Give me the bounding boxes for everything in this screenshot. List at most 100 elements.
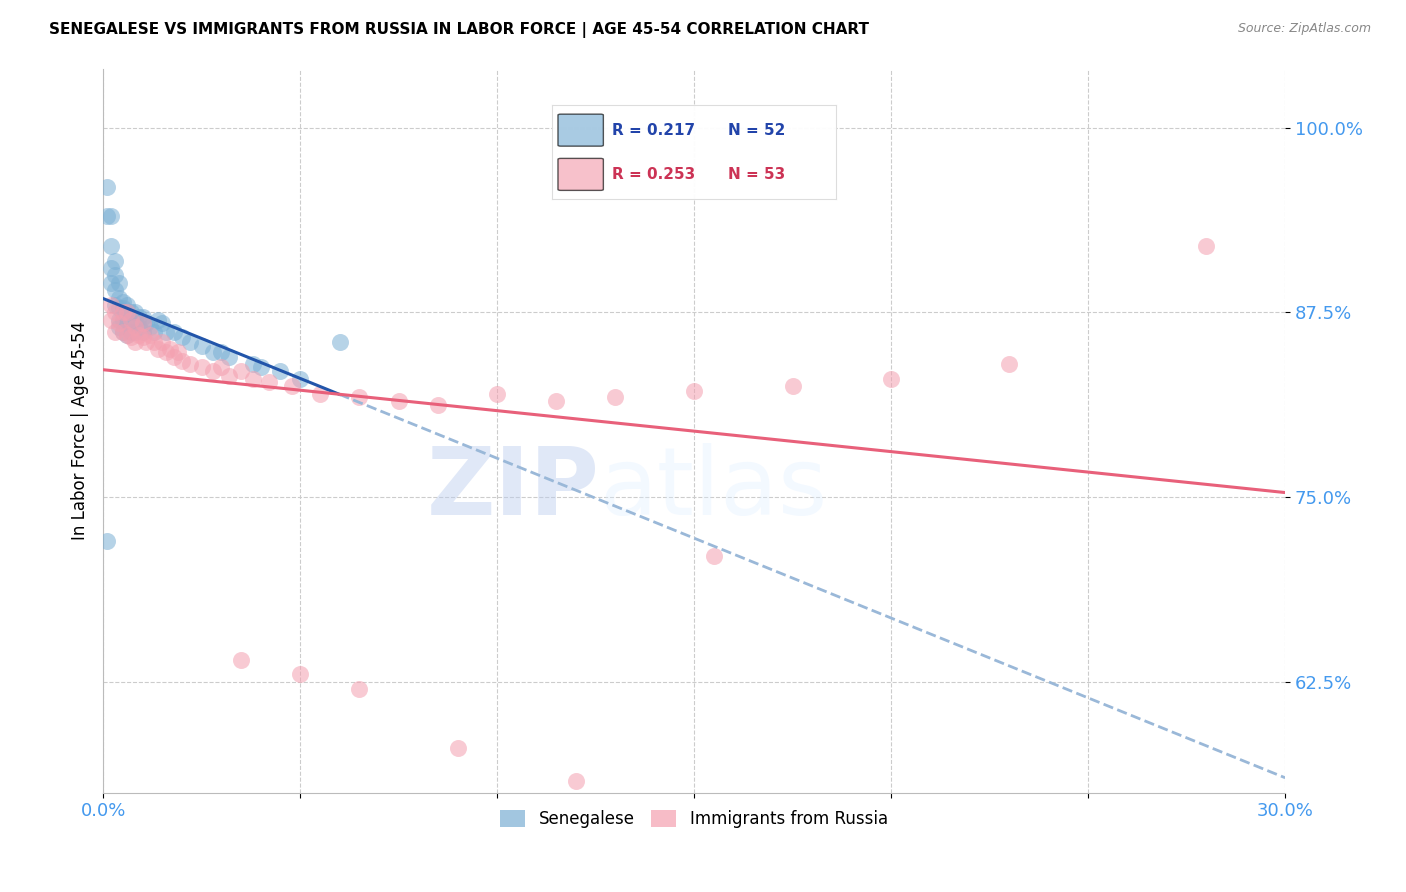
Point (131, 325, 153, 339)
Point (782, 379, 804, 393)
Point (120, 330, 142, 344)
Point (104, 253, 127, 268)
Point (115, 305, 138, 319)
Text: SENEGALESE VS IMMIGRANTS FROM RUSSIA IN LABOR FORCE | AGE 45-54 CORRELATION CHAR: SENEGALESE VS IMMIGRANTS FROM RUSSIA IN … (49, 22, 869, 38)
Point (139, 327, 162, 342)
Point (143, 325, 166, 339)
Point (115, 298, 138, 312)
Point (209, 359, 232, 374)
Point (605, 390, 627, 404)
Point (111, 305, 134, 319)
Point (104, 325, 127, 339)
Point (242, 372, 264, 386)
Point (683, 384, 706, 398)
Point (128, 320, 150, 334)
Point (100, 298, 122, 312)
Point (124, 312, 146, 326)
Point (170, 354, 193, 368)
Point (111, 325, 134, 339)
Y-axis label: In Labor Force | Age 45-54: In Labor Force | Age 45-54 (72, 321, 89, 540)
Point (111, 312, 134, 326)
Point (100, 209, 122, 223)
Point (229, 653, 252, 667)
Point (229, 364, 252, 378)
Point (328, 334, 350, 349)
Point (131, 310, 153, 324)
Point (288, 372, 311, 386)
Point (150, 316, 173, 330)
Point (249, 359, 271, 374)
Point (202, 364, 225, 378)
Point (190, 339, 212, 353)
Text: Source: ZipAtlas.com: Source: ZipAtlas.com (1237, 22, 1371, 36)
Point (111, 325, 134, 339)
Point (288, 667, 311, 681)
Point (124, 334, 146, 349)
Point (100, 312, 122, 326)
Point (179, 357, 201, 371)
Point (120, 305, 142, 319)
Point (218, 350, 240, 364)
Point (427, 399, 450, 413)
Point (100, 260, 122, 275)
Point (308, 386, 330, 401)
Point (96, 179, 118, 194)
Point (128, 310, 150, 324)
Point (104, 283, 127, 297)
Point (167, 345, 190, 359)
Point (242, 357, 264, 371)
Point (108, 316, 131, 330)
Point (135, 334, 157, 349)
Text: ZIP: ZIP (426, 442, 599, 534)
Point (143, 334, 166, 349)
Point (124, 305, 146, 319)
Point (135, 316, 157, 330)
Point (257, 375, 280, 389)
Point (880, 372, 903, 386)
Point (163, 325, 186, 339)
Point (148, 343, 170, 357)
Text: atlas: atlas (599, 442, 828, 534)
Point (111, 295, 134, 310)
Point (218, 368, 240, 383)
Point (1195, 239, 1218, 253)
Point (486, 386, 509, 401)
Point (159, 343, 181, 357)
Point (124, 320, 146, 334)
Point (115, 327, 138, 342)
Point (108, 320, 131, 334)
Point (139, 320, 162, 334)
Point (703, 549, 725, 564)
Point (349, 390, 371, 404)
Point (131, 330, 153, 344)
Point (349, 682, 371, 697)
Legend: Senegalese, Immigrants from Russia: Senegalese, Immigrants from Russia (494, 804, 894, 835)
Point (115, 305, 138, 319)
Point (281, 379, 304, 393)
Point (155, 345, 177, 359)
Point (565, 773, 588, 788)
Point (179, 334, 201, 349)
Point (546, 394, 568, 409)
Point (108, 291, 131, 305)
Point (115, 312, 138, 326)
Point (100, 276, 122, 290)
Point (111, 301, 134, 315)
Point (124, 325, 146, 339)
Point (209, 345, 232, 359)
Point (104, 268, 127, 283)
Point (388, 394, 411, 409)
Point (150, 334, 173, 349)
Point (100, 239, 122, 253)
Point (120, 312, 142, 326)
Point (131, 316, 153, 330)
Point (128, 327, 150, 342)
Point (163, 350, 186, 364)
Point (115, 327, 138, 342)
Point (447, 741, 470, 756)
Point (190, 359, 212, 374)
Point (96, 209, 118, 223)
Point (202, 345, 225, 359)
Point (269, 364, 291, 378)
Point (120, 316, 142, 330)
